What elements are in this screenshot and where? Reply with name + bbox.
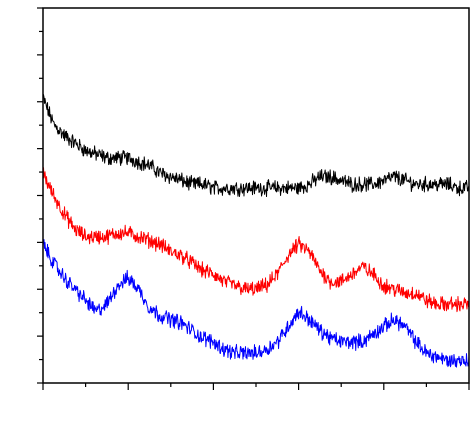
series-0	[42, 94, 470, 198]
series-2-line	[42, 239, 470, 368]
series-0-line	[42, 94, 470, 198]
series-1-line	[42, 167, 470, 313]
series-2	[42, 239, 470, 368]
series-1	[42, 167, 470, 313]
series-layer	[42, 94, 470, 368]
axes-layer	[37, 7, 470, 390]
